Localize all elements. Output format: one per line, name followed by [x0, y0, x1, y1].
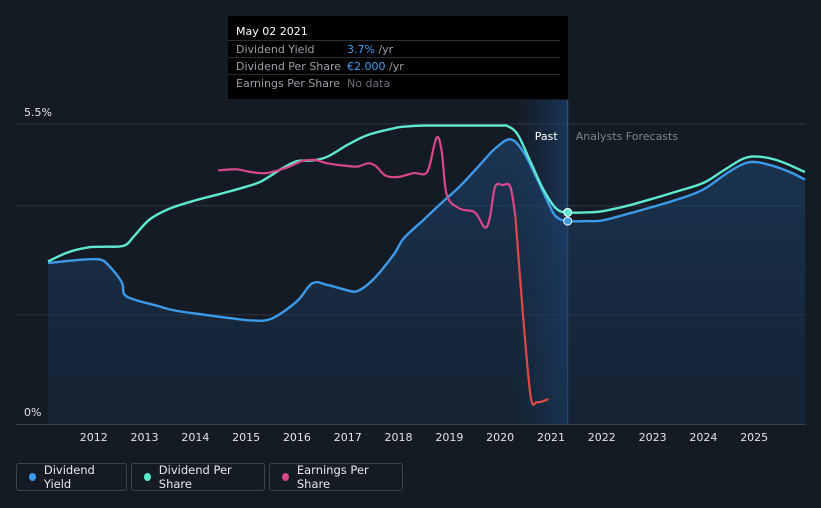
tooltip: May 02 2021 Dividend Yield 3.7% /yr Divi…: [228, 16, 568, 99]
x-tick-label: 2019: [435, 431, 463, 444]
x-tick-label: 2020: [486, 431, 514, 444]
highlight-marker: [563, 216, 573, 226]
dividend-yield-area: [48, 139, 805, 425]
legend-dot-icon: [282, 473, 289, 481]
earnings-per-share-line: [218, 135, 517, 229]
legend-dot-icon: [144, 473, 151, 481]
tooltip-value: No data: [347, 77, 391, 90]
y-tick-label: 0%: [24, 406, 41, 419]
legend-earnings-per-share[interactable]: Earnings Per Share: [269, 463, 403, 491]
x-tick-label: 2014: [181, 431, 209, 444]
legend-label: Dividend Yield: [43, 463, 95, 491]
tooltip-value: €2.000 /yr: [347, 60, 404, 73]
legend-dot-icon: [29, 473, 36, 481]
forecast-label: Analysts Forecasts: [576, 130, 679, 143]
legend-label: Earnings Per Share: [296, 463, 369, 491]
x-tick-label: 2021: [537, 431, 565, 444]
x-tick-label: 2023: [639, 431, 667, 444]
x-tick-label: 2024: [689, 431, 717, 444]
x-tick-label: 2012: [80, 431, 108, 444]
earnings-per-share-line-tail: [514, 216, 549, 406]
tooltip-value: 3.7% /yr: [347, 43, 394, 56]
legend-dividend-yield[interactable]: Dividend Yield: [16, 463, 127, 491]
highlight-marker: [563, 207, 573, 217]
dividend-per-share-line: [47, 124, 806, 263]
tooltip-date: May 02 2021: [236, 25, 308, 38]
dividend-yield-line: [47, 138, 806, 322]
x-tick-label: 2018: [385, 431, 413, 444]
tooltip-row-dividend-yield: Dividend Yield 3.7% /yr: [228, 40, 560, 58]
past-label: Past: [535, 130, 559, 143]
tooltip-row-earnings-per-share: Earnings Per Share No data: [228, 74, 560, 92]
y-tick-label: 5.5%: [24, 106, 52, 119]
x-tick-label: 2022: [588, 431, 616, 444]
tooltip-label: Earnings Per Share: [236, 77, 341, 90]
legend-label: Dividend Per Share: [158, 463, 232, 491]
x-tick-label: 2017: [334, 431, 362, 444]
legend-dividend-per-share[interactable]: Dividend Per Share: [131, 463, 265, 491]
x-tick-label: 2013: [131, 431, 159, 444]
tooltip-label: Dividend Yield: [236, 43, 315, 56]
x-tick-label: 2025: [740, 431, 768, 444]
tooltip-label: Dividend Per Share: [236, 60, 342, 73]
x-tick-label: 2016: [283, 431, 311, 444]
x-tick-label: 2015: [232, 431, 260, 444]
tooltip-row-dividend-per-share: Dividend Per Share €2.000 /yr: [228, 57, 560, 75]
